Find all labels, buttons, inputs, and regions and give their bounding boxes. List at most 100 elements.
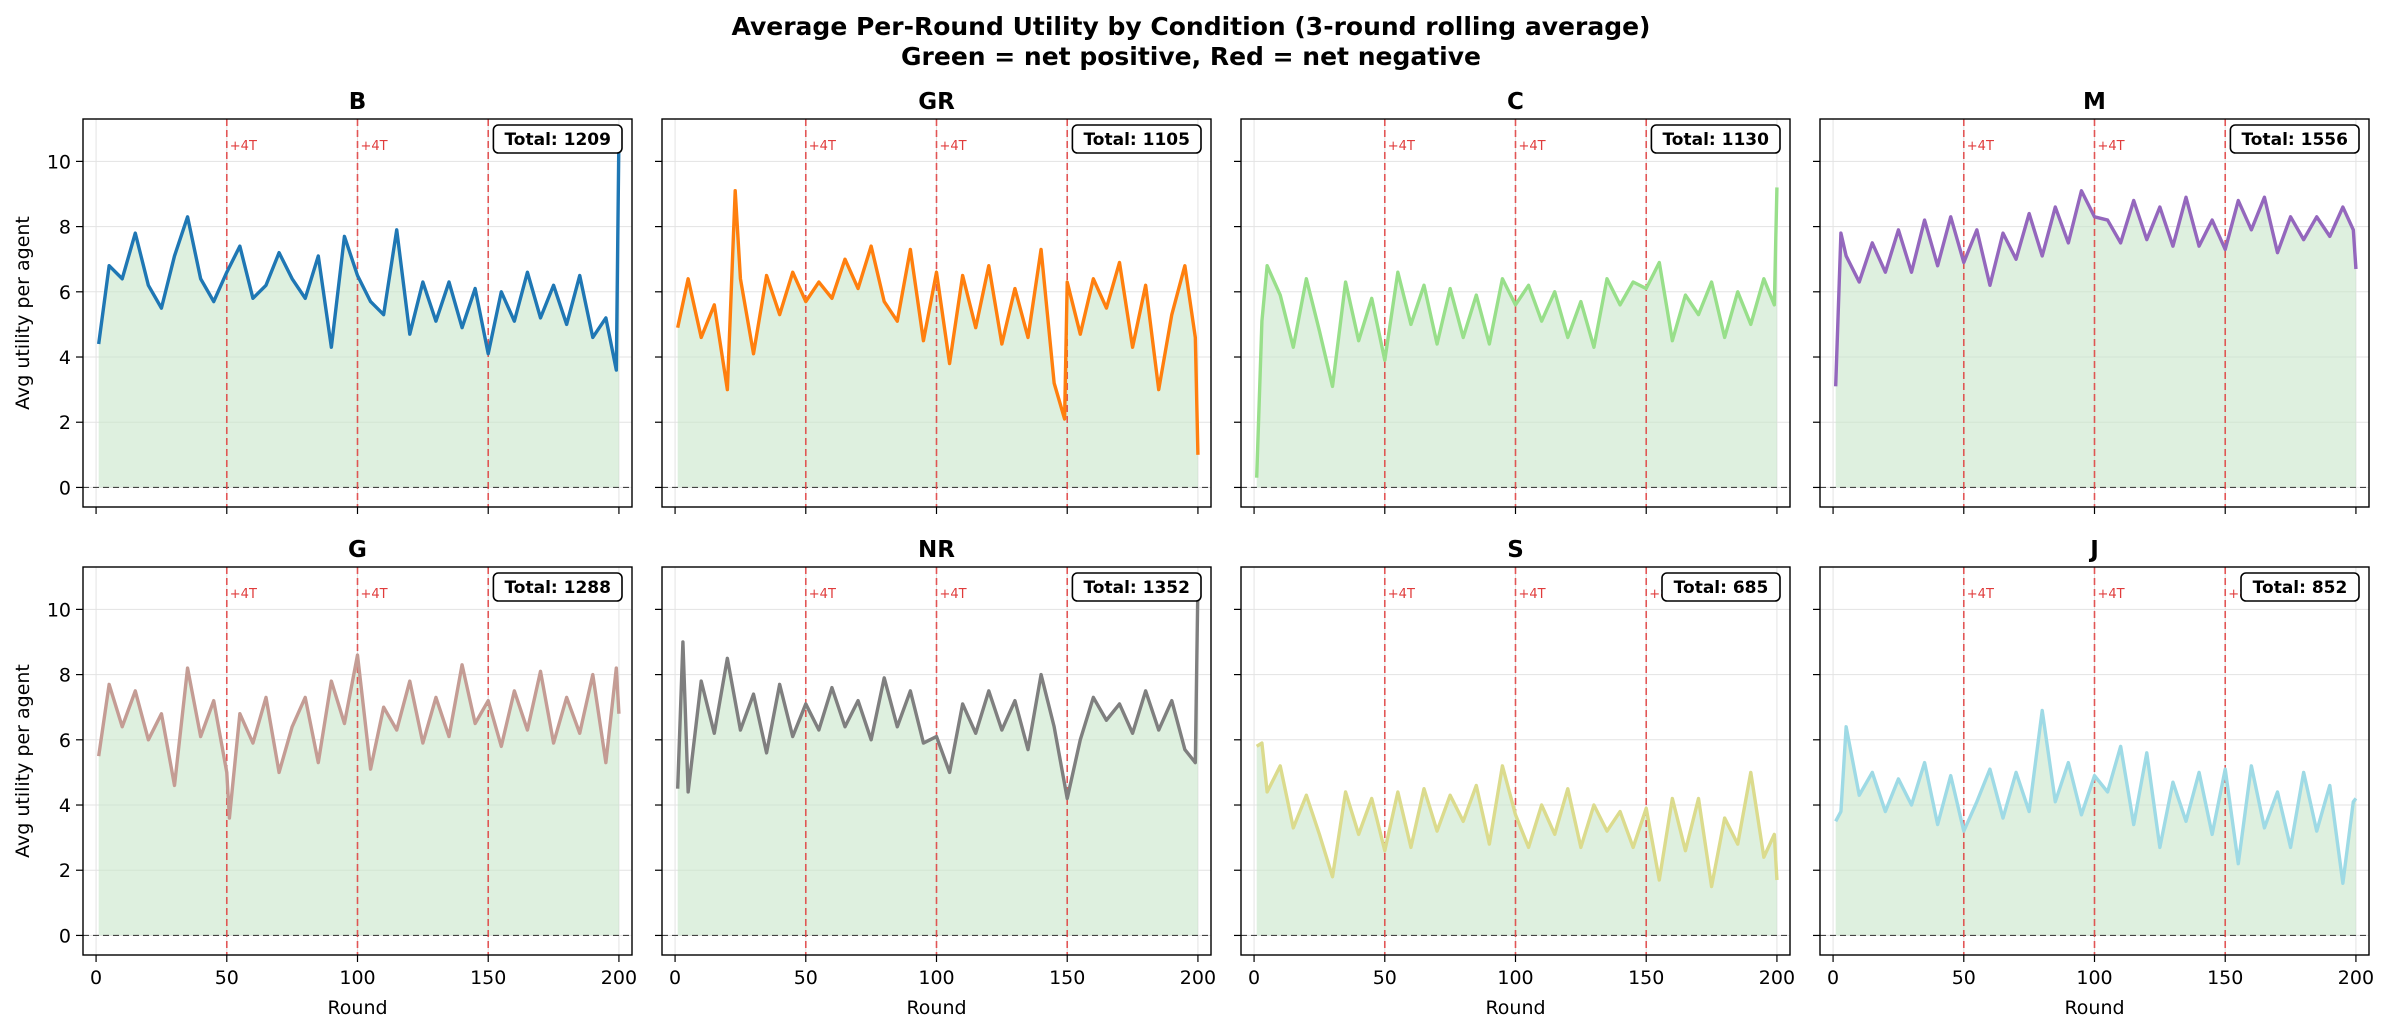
panel-gr-vline-label-0: +4T xyxy=(809,139,836,154)
panel-g-ytick-label: 4 xyxy=(59,795,71,817)
panel-s-total-box xyxy=(1661,572,1781,602)
panel-gr-total-box xyxy=(1071,124,1202,154)
panel-m-series-line xyxy=(1833,189,2358,387)
panel-s-series-line xyxy=(1255,741,1779,889)
panel-gr: +4T+4T+8TGRTotal: 1105 xyxy=(655,89,1212,514)
panel-j-total-box xyxy=(2240,572,2360,602)
panel-g-vline-label-1: +4T xyxy=(361,587,388,602)
panel-s-vline-label-1: +4T xyxy=(1519,587,1546,602)
panel-g-title: G xyxy=(348,537,367,563)
panel-g-ytick-label: 6 xyxy=(59,730,71,752)
panel-m-vline-label-1: +4T xyxy=(2098,139,2125,154)
panel-m-title: M xyxy=(2083,89,2106,115)
panel-b-title: B xyxy=(349,89,367,115)
panel-b-series-line xyxy=(97,135,621,372)
panel-g-ylabel: Avg utility per agent xyxy=(12,664,34,858)
panel-g-total-label: Total: 1288 xyxy=(504,578,610,598)
panel-b-ytick-label: 10 xyxy=(47,151,71,173)
panel-b-fill xyxy=(98,135,619,488)
panel-c: +4T+4T+8TCTotal: 1130 xyxy=(1234,89,1791,514)
panel-j-vline-label-1: +4T xyxy=(2098,587,2125,602)
panel-b-ytick-label: 6 xyxy=(59,282,71,304)
panel-nr-vline-label-0: +4T xyxy=(809,587,836,602)
panel-j-fill xyxy=(1835,710,2356,936)
panel-gr-series-line xyxy=(676,189,1200,455)
panel-b-ytick-label: 4 xyxy=(59,347,71,369)
panel-g-total-box xyxy=(492,572,623,602)
panel-g-ytick-label: 10 xyxy=(47,599,71,621)
panel-s-vline-label-0: +4T xyxy=(1388,587,1415,602)
panel-j-vline-label-0: +4T xyxy=(1967,587,1994,602)
panel-g-xtick-label: 50 xyxy=(215,967,239,989)
panel-g-ytick-label: 2 xyxy=(59,860,71,882)
panel-nr-xtick-label: 100 xyxy=(918,967,954,989)
panel-gr-fill xyxy=(677,190,1198,488)
panel-nr-xtick-label: 50 xyxy=(794,967,818,989)
panel-nr-xtick-label: 200 xyxy=(1180,967,1216,989)
panel-j-xtick-label: 150 xyxy=(2207,967,2243,989)
panel-j-xtick-label: 100 xyxy=(2076,967,2112,989)
panel-s-total-label: Total: 685 xyxy=(1674,578,1769,598)
figure-subtitle: Green = net positive, Red = net negative xyxy=(901,42,1481,71)
panel-gr-title: GR xyxy=(918,89,955,115)
panel-nr-total-box xyxy=(1071,572,1202,602)
panel-b-ytick-label: 8 xyxy=(59,217,71,239)
panel-s-xlabel: Round xyxy=(1485,997,1545,1019)
panel-g-ytick-label: 0 xyxy=(59,925,71,947)
panel-nr-series-line xyxy=(675,583,1200,801)
panel-j-xtick-label: 200 xyxy=(2338,967,2374,989)
panel-nr-vline-label-1: +4T xyxy=(940,587,967,602)
panel-nr-xtick-label: 150 xyxy=(1049,967,1085,989)
panel-j-xtick-label: 0 xyxy=(1827,967,1839,989)
panel-g-xtick-label: 200 xyxy=(601,967,637,989)
panel-nr-total-label: Total: 1352 xyxy=(1083,578,1189,598)
panel-c-title: C xyxy=(1507,89,1524,115)
panel-m: +4T+4T+8TMTotal: 1556 xyxy=(1813,89,2370,514)
panel-s-xtick-label: 50 xyxy=(1373,967,1397,989)
panel-s-xtick-label: 100 xyxy=(1497,967,1533,989)
panel-b-total-label: Total: 1209 xyxy=(504,130,610,150)
panel-nr-xlabel: Round xyxy=(906,997,966,1019)
panel-g-ytick-label: 8 xyxy=(59,665,71,687)
panel-g-series-line xyxy=(97,653,621,820)
panel-b-ylabel: Avg utility per agent xyxy=(12,216,34,410)
figure-title: Average Per-Round Utility by Condition (… xyxy=(732,12,1651,41)
panel-s-xtick-label: 0 xyxy=(1248,967,1260,989)
panel-j-xtick-label: 50 xyxy=(1952,967,1976,989)
panel-m-vline-label-0: +4T xyxy=(1967,139,1994,154)
panel-s-fill xyxy=(1256,743,1777,936)
panel-m-fill xyxy=(1835,190,2356,488)
panel-j-title: J xyxy=(2088,537,2099,563)
panel-s-xtick-label: 150 xyxy=(1628,967,1664,989)
panel-g-xlabel: Round xyxy=(327,997,387,1019)
panel-c-total-box xyxy=(1650,124,1781,154)
panel-gr-vline-label-1: +4T xyxy=(940,139,967,154)
panel-b-ytick-label: 0 xyxy=(59,477,71,499)
panel-j-series-line xyxy=(1834,708,2358,885)
panel-j-total-label: Total: 852 xyxy=(2253,578,2348,598)
panel-b-vline-label-0: +4T xyxy=(230,139,257,154)
panel-m-total-box xyxy=(2229,124,2360,154)
panel-b-total-box xyxy=(492,124,623,154)
panel-nr-title: NR xyxy=(918,537,955,563)
panel-j-xlabel: Round xyxy=(2064,997,2124,1019)
panel-s-xtick-label: 200 xyxy=(1759,967,1795,989)
panel-g-xtick-label: 150 xyxy=(470,967,506,989)
panel-gr-total-label: Total: 1105 xyxy=(1083,130,1189,150)
panel-g: +4T+4T+8T0501001502000246810GTotal: 1288… xyxy=(12,537,637,1019)
panel-nr-xtick-label: 0 xyxy=(669,967,681,989)
panel-s-title: S xyxy=(1507,537,1524,563)
panel-c-total-label: Total: 1130 xyxy=(1662,130,1769,150)
panel-b-vline-label-1: +4T xyxy=(361,139,388,154)
panel-g-vline-label-0: +4T xyxy=(230,587,257,602)
panel-m-total-label: Total: 1556 xyxy=(2241,130,2347,150)
panel-c-fill xyxy=(1256,187,1777,488)
panel-g-xtick-label: 100 xyxy=(339,967,375,989)
panel-b-ytick-label: 2 xyxy=(59,412,71,434)
